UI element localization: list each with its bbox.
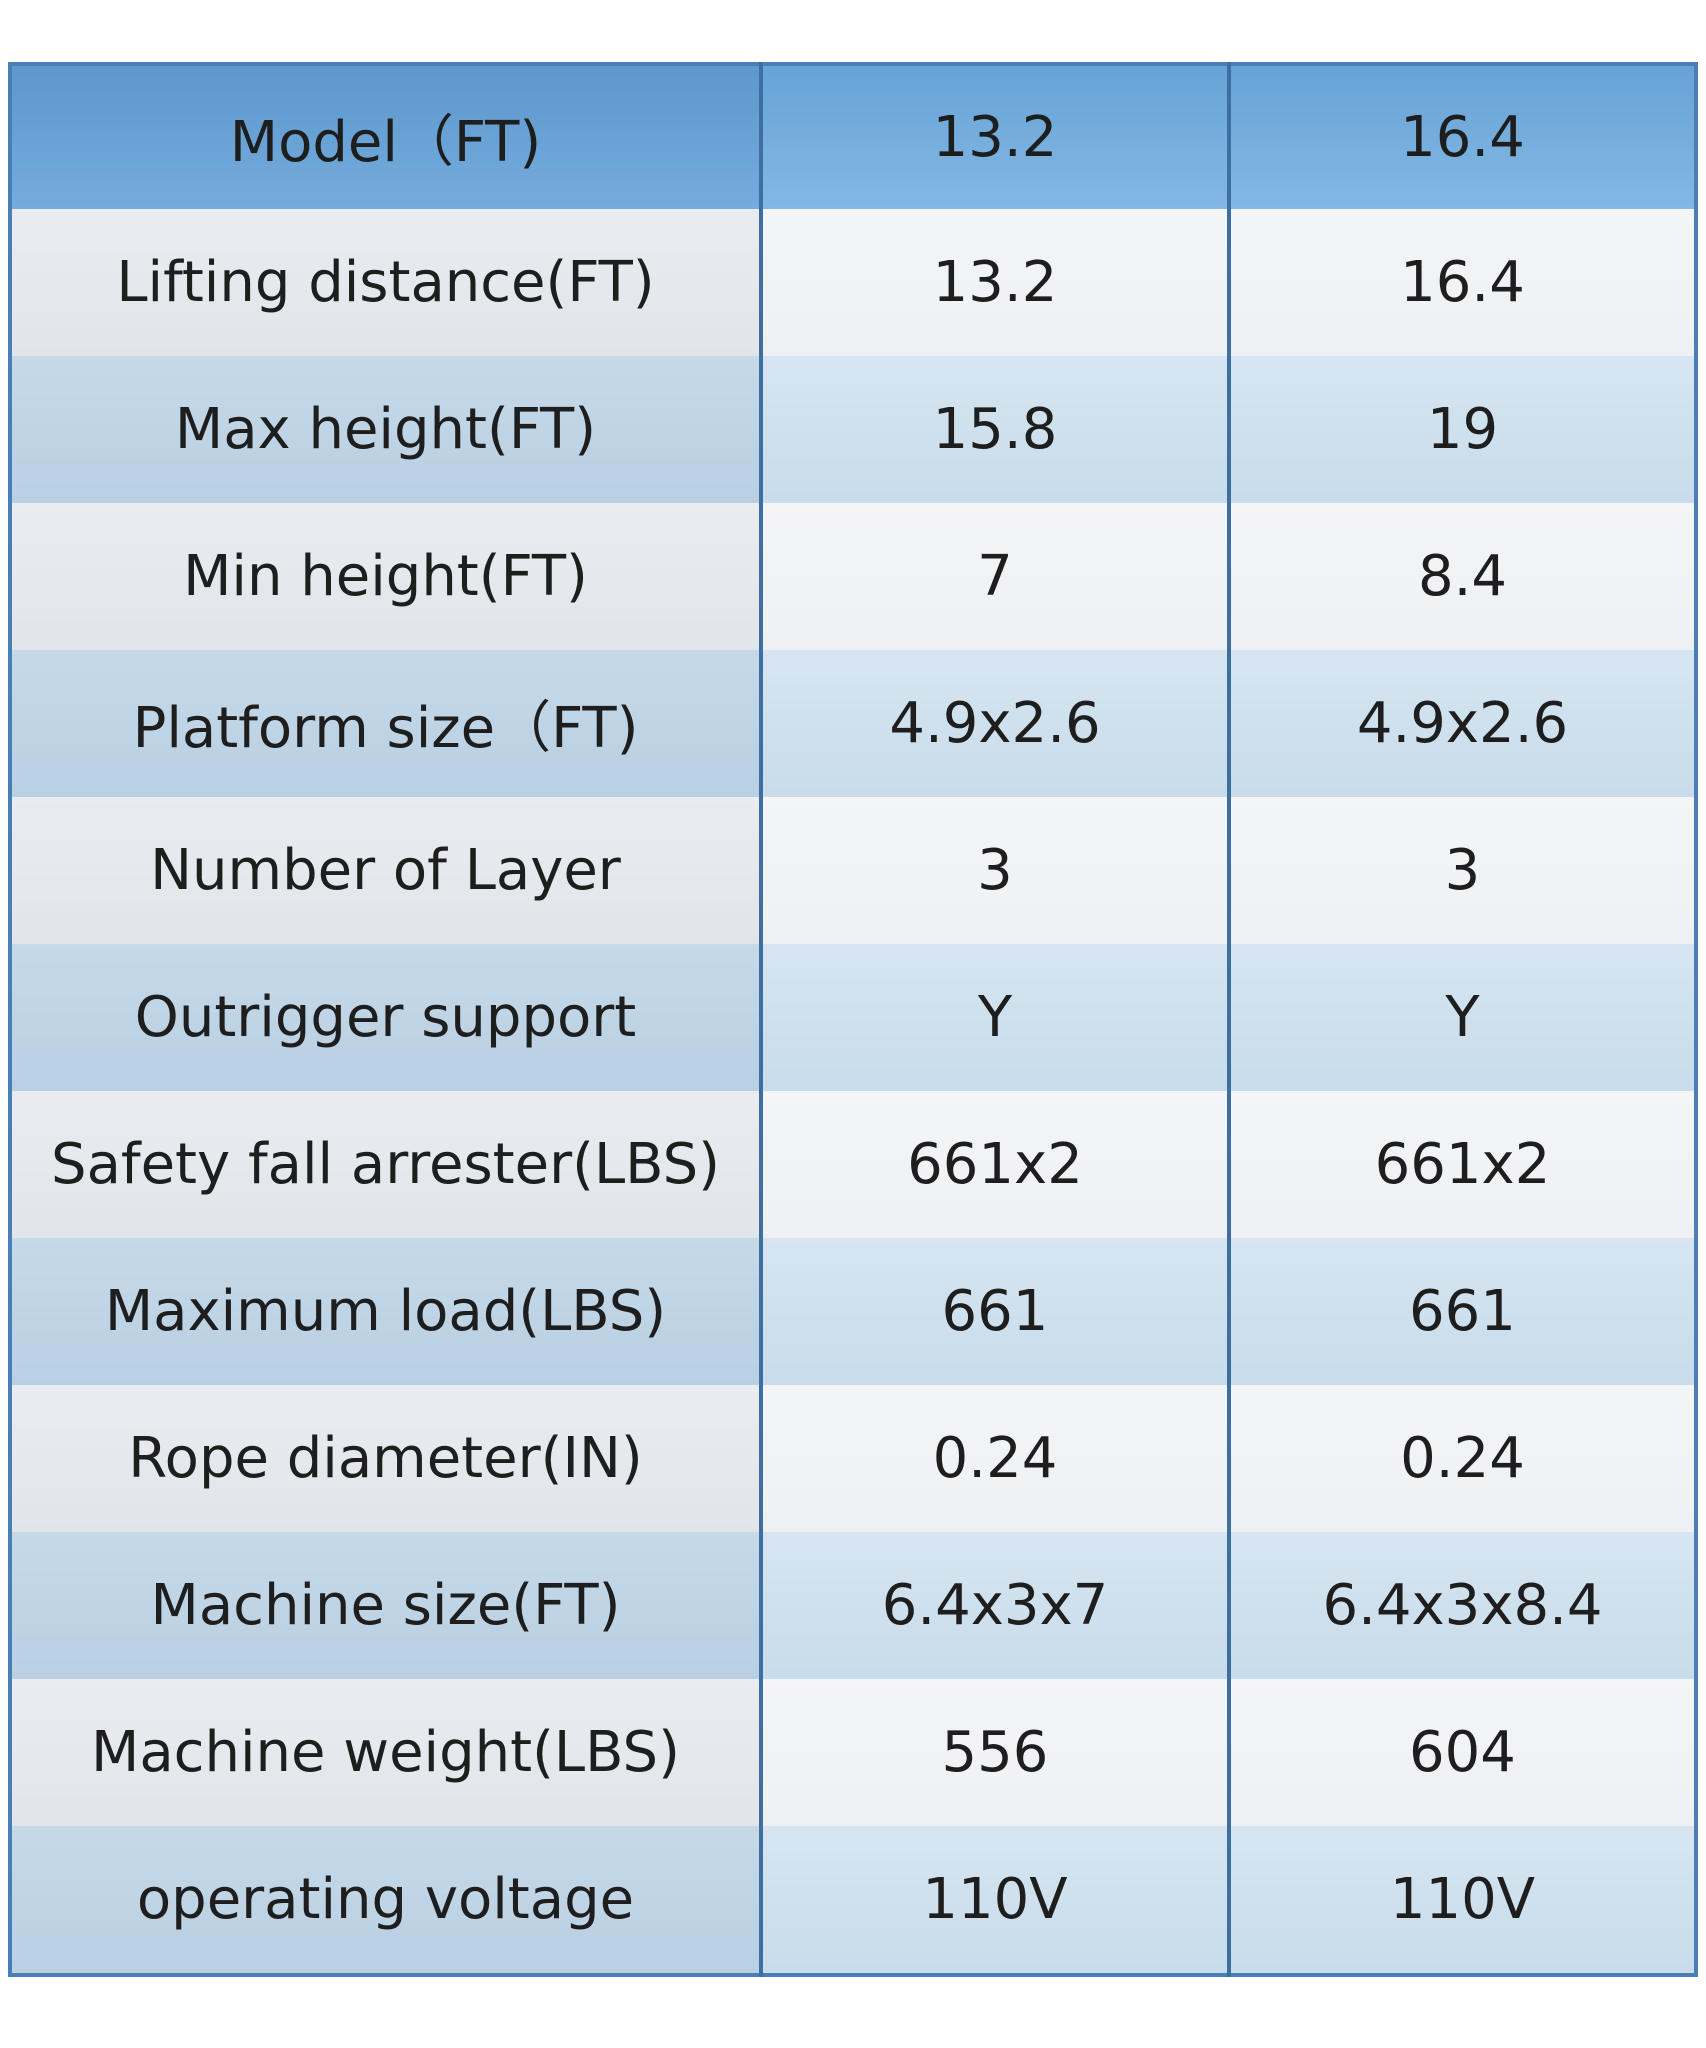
cell: 3 <box>759 797 1229 944</box>
row-label: Min height(FT) <box>10 503 761 650</box>
row-label: Outrigger support <box>10 944 761 1091</box>
table-row: Lifting distance(FT) 13.2 16.4 <box>10 209 1696 356</box>
table-row: operating voltage 110V 110V <box>10 1826 1696 1975</box>
cell: Y <box>759 944 1229 1091</box>
cell: 4.9x2.6 <box>759 650 1229 797</box>
cell: 661x2 <box>1227 1091 1696 1238</box>
row-label: Platform size（FT) <box>10 650 761 797</box>
row-label: Machine weight(LBS) <box>10 1679 761 1826</box>
table-row: Safety fall arrester(LBS) 661x2 661x2 <box>10 1091 1696 1238</box>
row-label: Rope diameter(IN) <box>10 1385 761 1532</box>
cell: 0.24 <box>759 1385 1229 1532</box>
cell: 661 <box>759 1238 1229 1385</box>
header-cell: 13.2 <box>759 64 1229 209</box>
cell: 0.24 <box>1227 1385 1696 1532</box>
row-label: Safety fall arrester(LBS) <box>10 1091 761 1238</box>
cell: 3 <box>1227 797 1696 944</box>
table-row: Machine size(FT) 6.4x3x7 6.4x3x8.4 <box>10 1532 1696 1679</box>
table-row: Max height(FT) 15.8 19 <box>10 356 1696 503</box>
row-label: Machine size(FT) <box>10 1532 761 1679</box>
table-row: Machine weight(LBS) 556 604 <box>10 1679 1696 1826</box>
header-cell: 16.4 <box>1227 64 1696 209</box>
cell: 6.4x3x7 <box>759 1532 1229 1679</box>
cell: 7 <box>759 503 1229 650</box>
cell: 6.4x3x8.4 <box>1227 1532 1696 1679</box>
cell: 604 <box>1227 1679 1696 1826</box>
row-label: operating voltage <box>10 1826 761 1975</box>
row-label: Max height(FT) <box>10 356 761 503</box>
cell: 13.2 <box>759 209 1229 356</box>
table-row: Rope diameter(IN) 0.24 0.24 <box>10 1385 1696 1532</box>
row-label: Maximum load(LBS) <box>10 1238 761 1385</box>
cell: 16.4 <box>1227 209 1696 356</box>
cell: 8.4 <box>1227 503 1696 650</box>
cell: 4.9x2.6 <box>1227 650 1696 797</box>
table-row: Min height(FT) 7 8.4 <box>10 503 1696 650</box>
table-row: Outrigger support Y Y <box>10 944 1696 1091</box>
cell: 556 <box>759 1679 1229 1826</box>
table-row: Platform size（FT) 4.9x2.6 4.9x2.6 <box>10 650 1696 797</box>
header-cell: Model（FT) <box>10 64 761 209</box>
spec-table-wrap: Model（FT) 13.2 16.4 Lifting distance(FT) 13.… <box>8 62 1698 1977</box>
row-label: Lifting distance(FT) <box>10 209 761 356</box>
cell: Y <box>1227 944 1696 1091</box>
cell: 661x2 <box>759 1091 1229 1238</box>
row-label: Number of Layer <box>10 797 761 944</box>
cell: 19 <box>1227 356 1696 503</box>
table-row: Number of Layer 3 3 <box>10 797 1696 944</box>
spec-table: Model（FT) 13.2 16.4 Lifting distance(FT) 13.… <box>8 62 1698 1977</box>
cell: 110V <box>1227 1826 1696 1975</box>
table-row: Maximum load(LBS) 661 661 <box>10 1238 1696 1385</box>
cell: 110V <box>759 1826 1229 1975</box>
cell: 661 <box>1227 1238 1696 1385</box>
header-row: Model（FT) 13.2 16.4 <box>10 64 1696 209</box>
cell: 15.8 <box>759 356 1229 503</box>
